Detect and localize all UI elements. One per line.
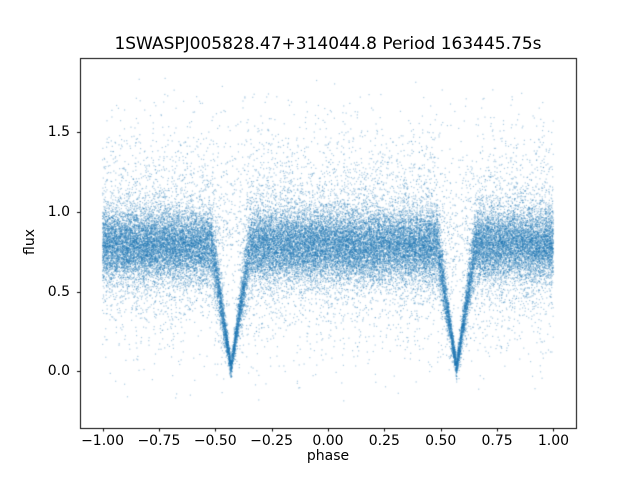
y-axis-label: flux xyxy=(22,229,38,255)
chart-title: 1SWASPJ005828.47+314044.8 Period 163445.… xyxy=(114,34,542,54)
x-tick-label: 0.00 xyxy=(312,433,344,449)
x-tick-label: 0.75 xyxy=(481,433,513,449)
x-axis-label: phase xyxy=(306,448,350,464)
x-tick-label: −0.50 xyxy=(193,433,237,449)
x-tick-label: −0.75 xyxy=(137,433,181,449)
x-tick-label: −1.00 xyxy=(81,433,124,449)
y-tick-label: 1.0 xyxy=(47,204,70,221)
x-tick-label: −0.25 xyxy=(250,433,294,449)
x-tick-label: 1.00 xyxy=(537,433,570,449)
x-tick-label: 0.50 xyxy=(425,433,457,449)
x-tick-label: 0.25 xyxy=(368,433,400,449)
y-tick-label: 1.5 xyxy=(47,124,70,141)
y-tick-label: 0.0 xyxy=(47,363,70,380)
y-tick-label: 0.5 xyxy=(47,283,70,300)
